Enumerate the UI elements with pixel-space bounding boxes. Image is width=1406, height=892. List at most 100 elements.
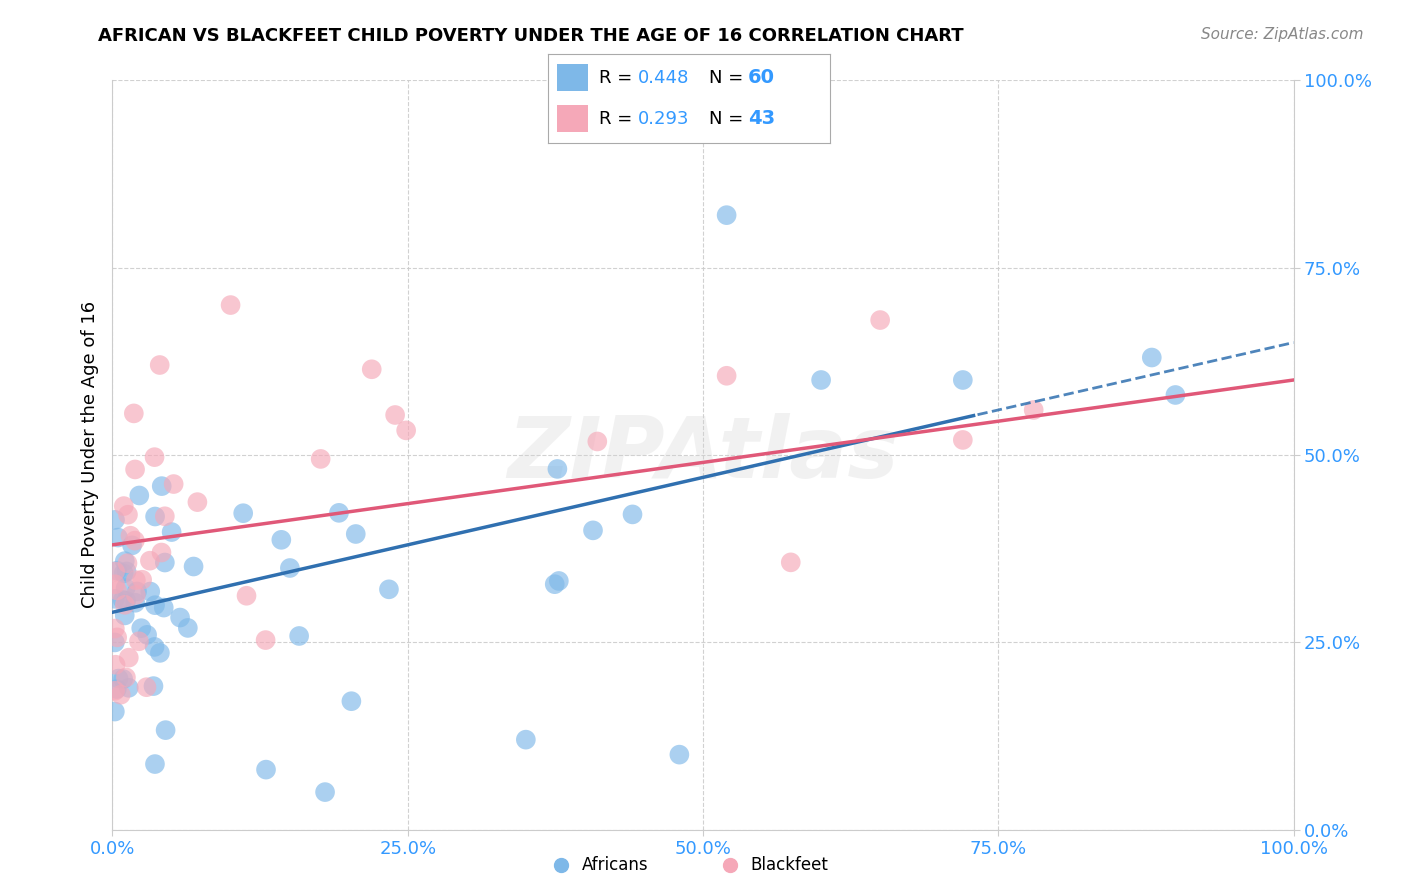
Point: [668, 747, 690, 762]
Point: [163, 477, 186, 491]
Point: [139, 584, 162, 599]
Point: [118, 650, 141, 665]
Point: [135, 680, 157, 694]
Point: [105, 564, 128, 578]
Point: [105, 681, 128, 696]
Point: [115, 593, 138, 607]
Point: [105, 583, 128, 598]
Point: [270, 533, 292, 547]
Point: [160, 524, 183, 539]
Text: 0.293: 0.293: [638, 110, 690, 128]
Point: [117, 508, 139, 522]
Point: [128, 634, 150, 648]
Point: [340, 694, 363, 708]
Text: Blackfeet: Blackfeet: [751, 856, 828, 874]
Point: [114, 581, 136, 595]
Point: [716, 208, 738, 222]
Point: [143, 450, 166, 464]
Point: [104, 657, 127, 672]
Point: [143, 757, 166, 772]
Point: [155, 723, 177, 738]
Point: [125, 588, 148, 602]
Point: [114, 608, 136, 623]
Point: [124, 462, 146, 476]
Point: [360, 362, 382, 376]
Point: [150, 479, 173, 493]
Point: [142, 679, 165, 693]
Text: R =: R =: [599, 110, 638, 128]
Point: [143, 509, 166, 524]
Text: AFRICAN VS BLACKFEET CHILD POVERTY UNDER THE AGE OF 16 CORRELATION CHART: AFRICAN VS BLACKFEET CHILD POVERTY UNDER…: [98, 27, 965, 45]
Point: [104, 513, 127, 527]
Point: [183, 559, 205, 574]
Point: [131, 573, 153, 587]
Point: [112, 499, 135, 513]
Point: [115, 565, 138, 579]
Point: [124, 596, 146, 610]
Point: [150, 545, 173, 559]
Point: [235, 589, 257, 603]
Point: [104, 622, 127, 636]
Text: 0.448: 0.448: [638, 69, 690, 87]
Point: [779, 555, 801, 569]
Point: [621, 508, 644, 522]
Point: [104, 565, 127, 579]
Point: [107, 672, 129, 686]
Point: [121, 538, 143, 552]
Point: [547, 574, 569, 588]
Point: [107, 531, 129, 545]
Point: [254, 633, 277, 648]
Point: [143, 640, 166, 654]
Point: [112, 566, 135, 581]
Text: 43: 43: [748, 109, 775, 128]
Point: [515, 732, 537, 747]
Point: [952, 433, 974, 447]
Point: [115, 670, 138, 684]
Point: [153, 509, 176, 524]
Point: [395, 423, 418, 437]
Point: [952, 373, 974, 387]
Y-axis label: Child Poverty Under the Age of 16: Child Poverty Under the Age of 16: [80, 301, 98, 608]
Point: [328, 506, 350, 520]
Point: [344, 527, 367, 541]
Point: [120, 529, 142, 543]
Text: Africans: Africans: [582, 856, 648, 874]
Point: [125, 584, 148, 599]
Point: [124, 533, 146, 548]
Text: Source: ZipAtlas.com: Source: ZipAtlas.com: [1201, 27, 1364, 42]
Point: [143, 598, 166, 612]
Point: [117, 556, 139, 570]
Point: [544, 577, 567, 591]
Point: [546, 462, 568, 476]
Point: [114, 554, 136, 568]
Point: [110, 688, 132, 702]
Point: [129, 621, 152, 635]
Point: [716, 368, 738, 383]
Point: [384, 408, 406, 422]
Point: [152, 600, 174, 615]
Point: [232, 506, 254, 520]
Point: [104, 591, 127, 606]
Point: [104, 577, 127, 591]
Point: [309, 451, 332, 466]
Text: N =: N =: [709, 110, 748, 128]
Point: [111, 593, 134, 607]
Point: [139, 554, 162, 568]
Text: N =: N =: [709, 69, 748, 87]
Text: ZIPAtlas: ZIPAtlas: [508, 413, 898, 497]
Point: [128, 488, 150, 502]
Point: [1022, 403, 1045, 417]
Point: [810, 373, 832, 387]
Point: [254, 763, 277, 777]
Bar: [557, 64, 588, 91]
Point: [114, 598, 136, 612]
Point: [149, 646, 172, 660]
Point: [586, 434, 609, 449]
Point: [149, 358, 172, 372]
Point: [219, 298, 242, 312]
Point: [105, 631, 128, 645]
Point: [1164, 388, 1187, 402]
Text: 60: 60: [748, 68, 775, 87]
Point: [288, 629, 311, 643]
Point: [278, 561, 301, 575]
